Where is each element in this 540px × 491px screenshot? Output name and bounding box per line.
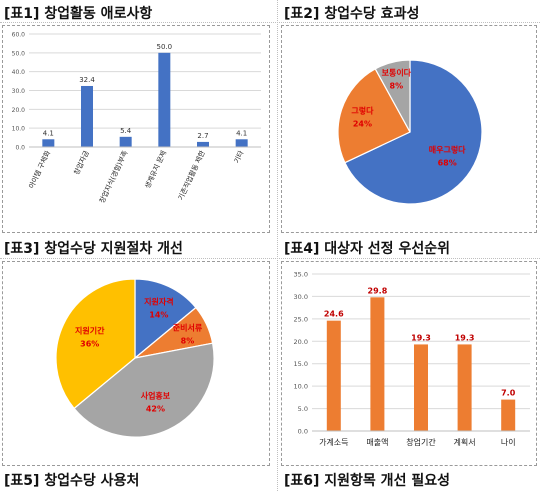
bar	[414, 344, 428, 431]
y-tick-label: 10.0	[12, 126, 26, 133]
slice-label: 보통이다	[382, 68, 412, 78]
bar	[158, 52, 171, 147]
y-tick-label: 20.0	[294, 338, 308, 346]
data-label: 19.3	[455, 333, 475, 342]
data-label: 19.3	[411, 333, 431, 342]
x-tick-label: 창업기간	[406, 437, 436, 447]
data-label: 24.6	[324, 310, 344, 319]
slice-label: 사업홍보	[141, 390, 171, 400]
pie-slice	[55, 278, 136, 410]
chart-panel-1: 0.0 10.0 20.0 30.0 40.0 50.0 60.0 4.1 아이템 구체화 32.…	[2, 25, 270, 233]
x-tick-label: 계획서	[454, 437, 476, 447]
x-tick-label: 생계유지 문제	[143, 149, 168, 190]
y-tick-label: 60.0	[12, 32, 26, 39]
header-table1: [표1] 창업활동 애로사항	[4, 6, 153, 22]
pie-slice	[73, 342, 215, 438]
data-label: 29.8	[368, 286, 388, 295]
slice-value-label: 36%	[80, 340, 99, 349]
y-tick-label: 40.0	[12, 69, 26, 76]
separator-middle	[0, 258, 540, 259]
separator-top	[0, 22, 540, 23]
header-table4: [표4] 대상자 선정 우선순위	[284, 241, 450, 257]
separator-vertical	[277, 0, 278, 491]
bar	[81, 85, 93, 147]
data-label: 4.1	[236, 129, 247, 137]
header-table5: [표5] 창업수당 사용처	[4, 473, 140, 489]
data-label: 5.4	[120, 127, 132, 135]
slice-value-label: 24%	[353, 120, 372, 129]
bar-chart-1: 0.0 10.0 20.0 30.0 40.0 50.0 60.0 4.1 아이템 구체화 32.…	[12, 32, 261, 205]
x-tick-label: 매출액	[366, 437, 388, 447]
slice-value-label: 8%	[181, 336, 195, 345]
x-tick-label: 창업자금	[72, 149, 91, 177]
slice-value-label: 8%	[390, 82, 404, 91]
pie-slice	[134, 278, 197, 360]
y-tick-label: 10.0	[294, 383, 308, 391]
chart-panel-2: 매우그렇다 68% 그렇다 24% 보통이다 8%	[281, 25, 537, 233]
slice-label: 그렇다	[351, 106, 374, 116]
y-tick-label: 0.0	[15, 145, 25, 152]
y-tick-label: 25.0	[294, 315, 308, 323]
x-tick-label: 나이	[501, 437, 516, 447]
bar	[370, 297, 385, 431]
slice-value-label: 14%	[149, 310, 168, 319]
header-table6: [표6] 지원항목 개선 필요성	[284, 473, 450, 489]
bar	[326, 320, 341, 431]
y-tick-label: 50.0	[12, 50, 26, 57]
pie-slice	[374, 59, 411, 133]
pie-slice	[337, 68, 411, 164]
x-tick-label: 기존직업활동 제한	[176, 149, 207, 202]
data-label: 7.0	[501, 389, 516, 398]
data-label: 32.4	[79, 76, 95, 84]
pie-slice	[344, 59, 483, 205]
bar	[42, 139, 55, 147]
x-tick-label: 아이템 구체화	[27, 149, 53, 190]
y-tick-label: 35.0	[294, 271, 308, 279]
data-label: 4.1	[43, 129, 54, 137]
x-tick-label: 기타	[232, 149, 246, 165]
data-label: 50.0	[157, 43, 173, 51]
bar	[119, 136, 132, 147]
header-table2: [표2] 창업수당 효과성	[284, 6, 420, 22]
slice-value-label: 42%	[146, 404, 165, 413]
y-tick-label: 15.0	[294, 360, 308, 368]
y-tick-label: 30.0	[294, 293, 308, 301]
chart-panel-4: 0.0 5.0 10.0 15.0 20.0 25.0 30.0 35.0 24.6 가계소득 29…	[281, 261, 537, 466]
slice-label: 준비서류	[173, 322, 203, 332]
x-tick-label: 창업지식(경험)부족	[97, 149, 129, 205]
x-tick-label: 가계소득	[319, 437, 348, 447]
data-label: 2.7	[197, 132, 208, 140]
bar	[197, 141, 209, 147]
y-tick-label: 30.0	[12, 88, 26, 95]
bar	[501, 399, 516, 431]
slice-label: 지원자격	[144, 296, 173, 306]
slice-label: 매우그렇다	[429, 145, 466, 155]
bar	[235, 139, 248, 147]
y-tick-label: 5.0	[298, 405, 308, 413]
bar-chart-4: 0.0 5.0 10.0 15.0 20.0 25.0 30.0 35.0 24.6 가계소득 29…	[294, 271, 530, 447]
header-table3: [표3] 창업수당 지원절차 개선	[4, 241, 183, 257]
bar	[457, 344, 472, 431]
pie-chart-3: 지원자격 14% 준비서류 8% 사업홍보 42% 지원기간 36%	[55, 278, 215, 438]
chart-panel-3: 지원자격 14% 준비서류 8% 사업홍보 42% 지원기간 36%	[2, 261, 270, 466]
pie-chart-2: 매우그렇다 68% 그렇다 24% 보통이다 8%	[337, 59, 483, 205]
slice-value-label: 68%	[438, 159, 457, 168]
y-tick-label: 20.0	[12, 107, 26, 114]
y-tick-label: 0.0	[298, 428, 308, 436]
slice-label: 지원기간	[75, 326, 105, 336]
